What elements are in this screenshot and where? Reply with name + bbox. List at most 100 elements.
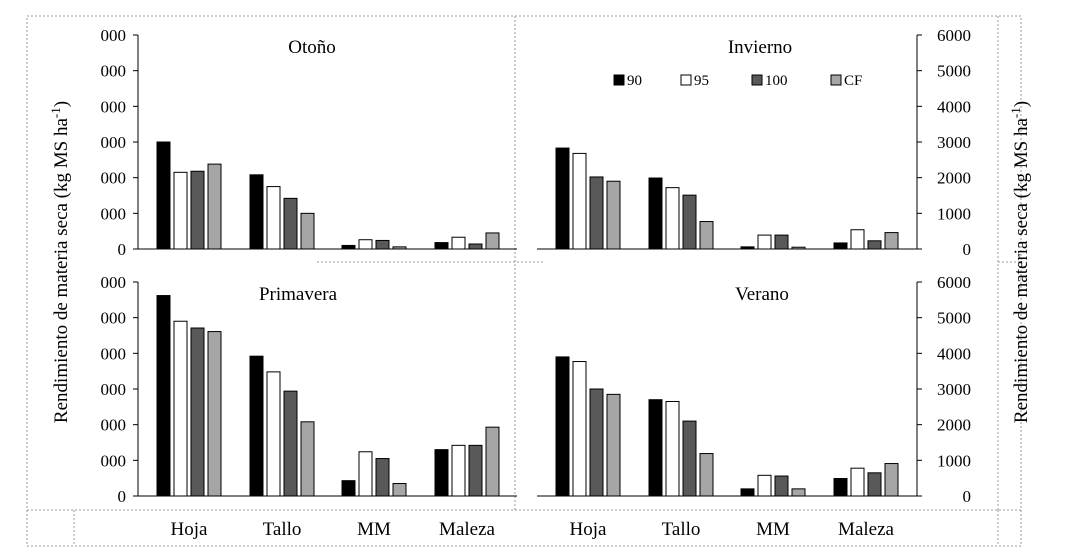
y-tick-label: 000 (101, 97, 127, 116)
bar-tallo-cf (699, 453, 714, 497)
bar-tallo-100 (682, 194, 697, 250)
y-tick-label: 1000 (937, 451, 971, 470)
panel-title: Verano (735, 284, 789, 305)
bar-hoja-90 (555, 356, 570, 497)
bar-mm-100 (774, 234, 789, 250)
x-category-label: Maleza (838, 519, 894, 540)
bar-mm-100 (375, 458, 390, 497)
y-tick-label: 000 (101, 309, 127, 328)
bar-tallo-95 (266, 371, 281, 497)
bar-hoja-90 (156, 295, 171, 497)
x-category-label: Tallo (662, 519, 701, 540)
bar-maleza-cf (884, 463, 899, 497)
bar-tallo-90 (648, 177, 663, 250)
x-category-label: MM (756, 519, 790, 540)
panel-title: Primavera (259, 284, 338, 305)
bar-mm-95 (358, 239, 373, 250)
y-tick-label: 5000 (937, 309, 971, 328)
legend-label: CF (844, 73, 862, 89)
y-tick-label: 000 (101, 133, 127, 152)
bar-maleza-95 (451, 444, 466, 497)
y-axis-title-left-close: ) (51, 101, 72, 107)
y-tick-label: 000 (101, 273, 127, 292)
y-tick-label: 6000 (937, 273, 971, 292)
bar-maleza-cf (485, 232, 500, 250)
y-axis-title-left: Rendimiento de materia seca (kg MS ha-1) (48, 101, 72, 423)
bar-maleza-cf (485, 426, 500, 497)
bar-maleza-100 (468, 444, 483, 497)
x-category-label: Tallo (263, 519, 302, 540)
bar-mm-cf (791, 246, 806, 250)
bar-maleza-cf (884, 232, 899, 250)
y-tick-label: 0 (963, 240, 972, 259)
legend-swatch (613, 74, 625, 86)
bar-tallo-95 (665, 187, 680, 250)
y-axis-title-right-text: Rendimiento de materia seca (kg MS ha (1011, 118, 1032, 424)
bar-hoja-100 (190, 170, 205, 250)
bar-hoja-95 (572, 361, 587, 497)
bar-tallo-100 (283, 390, 298, 497)
bar-hoja-cf (606, 180, 621, 250)
bar-hoja-95 (572, 152, 587, 250)
y-tick-label: 1000 (937, 204, 971, 223)
y-tick-label: 4000 (937, 97, 971, 116)
legend-label: 100 (765, 73, 788, 89)
bar-mm-95 (358, 451, 373, 497)
bar-maleza-90 (434, 242, 449, 250)
chart-legend: 90 95 100 CF (613, 73, 862, 89)
bar-tallo-90 (249, 355, 264, 497)
bar-maleza-100 (468, 243, 483, 250)
bar-maleza-100 (867, 472, 882, 497)
bar-mm-95 (757, 234, 772, 250)
bar-tallo-cf (300, 421, 315, 497)
y-tick-label: 000 (101, 169, 127, 188)
bar-mm-90 (740, 246, 755, 250)
y-tick-label: 3000 (937, 133, 971, 152)
y-tick-label: 2000 (937, 416, 971, 435)
y-axis-title-right: Rendimiento de materia seca (kg MS ha-1) (1008, 101, 1032, 423)
legend-swatch (680, 74, 692, 86)
bar-maleza-95 (451, 236, 466, 250)
bar-maleza-90 (833, 478, 848, 497)
x-category-label: MM (357, 519, 391, 540)
chart-bars (156, 141, 899, 497)
bar-mm-90 (341, 244, 356, 250)
y-tick-label: 0 (963, 487, 972, 506)
bar-hoja-90 (555, 147, 570, 250)
bar-maleza-90 (434, 449, 449, 497)
y-axis-title-right-superscript: -1 (1008, 107, 1023, 118)
bar-tallo-90 (249, 174, 264, 250)
x-category-label: Hoja (570, 519, 608, 540)
y-tick-label: 2000 (937, 169, 971, 188)
bar-maleza-95 (850, 467, 865, 497)
legend-swatch (751, 74, 763, 86)
y-tick-label: 4000 (937, 344, 971, 363)
panel-title: Invierno (728, 37, 792, 58)
y-tick-label: 5000 (937, 62, 971, 81)
bar-tallo-cf (699, 221, 714, 250)
bar-tallo-95 (665, 400, 680, 497)
bar-tallo-cf (300, 212, 315, 250)
y-tick-label: 000 (101, 204, 127, 223)
bar-hoja-100 (190, 327, 205, 497)
legend-label: 95 (694, 73, 709, 89)
outer-frame (26, 15, 1022, 547)
bar-hoja-cf (207, 331, 222, 497)
y-axis-title-right-close: ) (1011, 101, 1032, 107)
bar-hoja-cf (606, 393, 621, 497)
y-tick-label: 000 (101, 62, 127, 81)
y-tick-label: 000 (101, 380, 127, 399)
y-tick-label: 0 (118, 487, 127, 506)
bar-hoja-95 (173, 320, 188, 497)
bar-hoja-95 (173, 171, 188, 250)
bar-mm-cf (791, 488, 806, 497)
bar-hoja-cf (207, 163, 222, 250)
bar-mm-100 (375, 239, 390, 250)
bar-tallo-95 (266, 186, 281, 250)
bar-maleza-100 (867, 240, 882, 250)
bar-mm-95 (757, 474, 772, 497)
legend-swatch (830, 74, 842, 86)
y-tick-label: 000 (101, 416, 127, 435)
y-tick-label: 3000 (937, 380, 971, 399)
